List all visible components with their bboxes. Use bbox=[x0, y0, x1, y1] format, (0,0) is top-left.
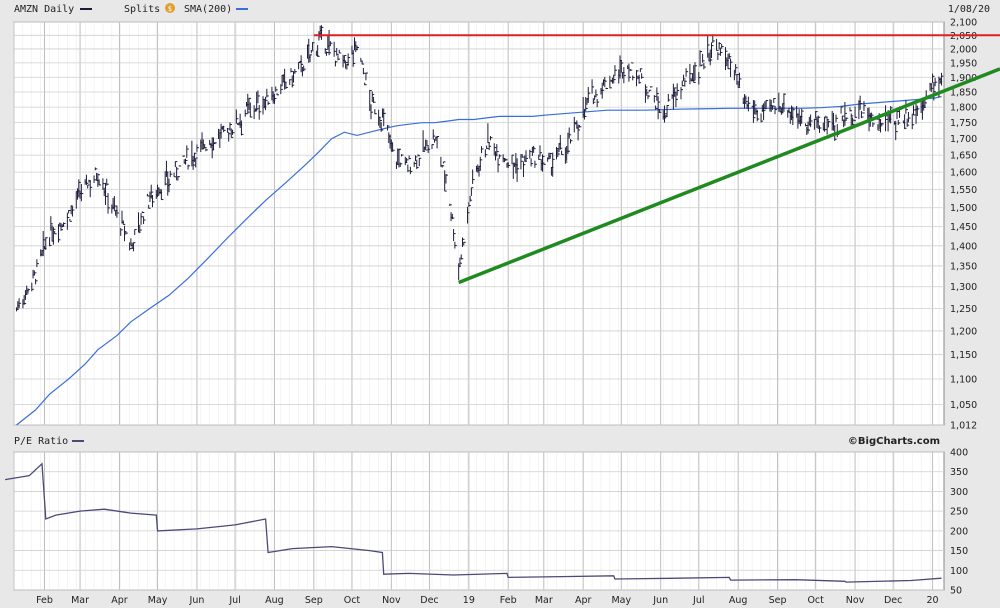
x-tick-label: Nov bbox=[382, 595, 401, 606]
x-tick-label: Feb bbox=[500, 595, 517, 606]
svg-text:$: $ bbox=[168, 5, 172, 13]
pe-legend-swatch bbox=[72, 440, 84, 442]
y-tick-label: 150 bbox=[950, 546, 968, 557]
y-tick-label: 1,350 bbox=[950, 261, 977, 272]
x-tick-label: Apr bbox=[575, 595, 592, 606]
symbol-legend-swatch bbox=[80, 8, 92, 10]
x-tick-label: Sep bbox=[305, 595, 323, 606]
y-tick-label: 1,250 bbox=[950, 304, 977, 315]
price-panel bbox=[13, 21, 945, 426]
dollar-circle-icon: $ bbox=[165, 3, 175, 13]
y-tick-label: 300 bbox=[950, 487, 968, 498]
x-tick-label: Aug bbox=[265, 595, 284, 606]
x-tick-label: Mar bbox=[535, 595, 553, 606]
y-tick-label: 1,900 bbox=[950, 73, 977, 84]
x-tick-label: Dec bbox=[420, 595, 438, 606]
x-tick-label: Dec bbox=[884, 595, 902, 606]
x-tick-label: Nov bbox=[846, 595, 865, 606]
y-tick-label: 1,800 bbox=[950, 103, 977, 114]
y-tick-label: 350 bbox=[950, 467, 968, 478]
y-tick-label: 100 bbox=[950, 566, 968, 577]
x-tick-label: 19 bbox=[463, 595, 475, 606]
splits-label: Splits bbox=[124, 4, 160, 15]
x-tick-label: May bbox=[148, 595, 168, 606]
y-tick-label: 1,950 bbox=[950, 58, 977, 69]
symbol-label: AMZN Daily bbox=[14, 4, 74, 15]
y-tick-label: 2,000 bbox=[950, 44, 977, 55]
x-tick-label: Jul bbox=[692, 595, 704, 606]
y-tick-label: 400 bbox=[950, 448, 968, 459]
y-tick-label: 1,450 bbox=[950, 222, 977, 233]
y-tick-label: 2,100 bbox=[950, 18, 977, 29]
y-tick-label: 1,300 bbox=[950, 282, 977, 293]
y-tick-label: 200 bbox=[950, 526, 968, 537]
x-tick-label: Mar bbox=[71, 595, 89, 606]
x-tick-label: Jun bbox=[652, 595, 668, 606]
y-tick-label: 1,050 bbox=[950, 400, 977, 411]
x-tick-label: Oct bbox=[344, 595, 361, 606]
pe-panel bbox=[13, 451, 945, 591]
x-tick-label: Jun bbox=[189, 595, 205, 606]
x-tick-label: Sep bbox=[769, 595, 787, 606]
y-tick-label: 1,650 bbox=[950, 151, 977, 162]
brand-label: ©BigCharts.com bbox=[848, 436, 940, 447]
y-tick-label: 1,700 bbox=[950, 134, 977, 145]
x-tick-label: May bbox=[611, 595, 631, 606]
x-tick-label: Feb bbox=[36, 595, 53, 606]
y-tick-label: 1,750 bbox=[950, 118, 977, 129]
pe-y-axis: 50 100 150 200 250 300 350 400 bbox=[950, 448, 968, 597]
price-bars bbox=[16, 25, 944, 312]
x-tick-label: Apr bbox=[111, 595, 128, 606]
y-tick-label: 1,550 bbox=[950, 185, 977, 196]
x-tick-label: Oct bbox=[807, 595, 824, 606]
x-tick-label: Jul bbox=[228, 595, 240, 606]
y-tick-label: 1,100 bbox=[950, 374, 977, 385]
x-axis: Feb Mar Apr May Jun Jul Aug Sep Oct Nov Dec 19 Feb Ma… bbox=[36, 595, 939, 606]
y-tick-label: 1,012 bbox=[950, 421, 977, 432]
pe-ratio-line bbox=[4, 462, 942, 583]
y-tick-label: 1,150 bbox=[950, 350, 977, 361]
y-tick-label: 1,400 bbox=[950, 241, 977, 252]
date-label: 1/08/20 bbox=[948, 4, 990, 15]
price-grid bbox=[13, 21, 944, 426]
y-tick-label: 1,600 bbox=[950, 168, 977, 179]
y-tick-label: 50 bbox=[950, 586, 962, 597]
x-tick-label: 20 bbox=[927, 595, 939, 606]
sma-line bbox=[16, 95, 942, 426]
x-tick-label: Aug bbox=[729, 595, 748, 606]
pe-title: P/E Ratio bbox=[14, 436, 68, 447]
y-tick-label: 1,850 bbox=[950, 87, 977, 98]
support-trendline bbox=[458, 67, 1000, 285]
y-tick-label: 1,200 bbox=[950, 326, 977, 337]
y-tick-label: 250 bbox=[950, 507, 968, 518]
sma-legend-swatch bbox=[236, 8, 248, 10]
y-tick-label: 1,500 bbox=[950, 203, 977, 214]
sma-label: SMA(200) bbox=[184, 4, 232, 15]
